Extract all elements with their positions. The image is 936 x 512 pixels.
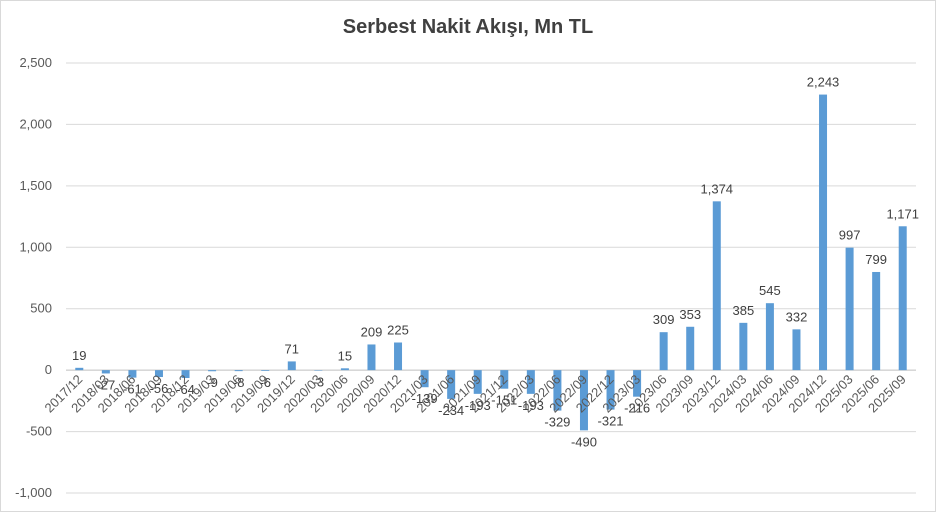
- data-label: -234: [438, 403, 464, 418]
- data-label: 15: [338, 348, 352, 363]
- bar: [314, 370, 323, 371]
- y-tick-label: 0: [45, 362, 52, 377]
- data-label: 309: [653, 312, 675, 327]
- data-label: -139: [412, 391, 438, 406]
- y-tick-label: 1,000: [19, 239, 52, 254]
- y-tick-label: 1,500: [19, 178, 52, 193]
- y-tick-label: -1,000: [15, 485, 52, 500]
- data-label: 209: [361, 324, 383, 339]
- y-axis-ticks: -1,000 -500 0 500 1,000 1,500 2,000 2,500: [15, 55, 52, 500]
- bar: [101, 370, 110, 374]
- bar: [154, 370, 163, 378]
- data-label: -64: [176, 382, 195, 397]
- data-label: 332: [786, 309, 808, 324]
- data-label: -193: [465, 398, 491, 413]
- bar: [447, 370, 456, 399]
- bar: [606, 370, 615, 410]
- data-label: -151: [491, 393, 517, 408]
- data-label: -56: [150, 381, 169, 396]
- y-tick-label: 2,500: [19, 55, 52, 70]
- data-label: 225: [387, 323, 409, 338]
- bar: [845, 247, 854, 371]
- data-label: -9: [206, 375, 218, 390]
- bar: [128, 370, 137, 378]
- data-label: 2,243: [807, 75, 840, 90]
- data-label: 1,171: [886, 206, 919, 221]
- bar: [420, 370, 429, 388]
- data-label: -27: [96, 377, 115, 392]
- bar: [234, 370, 243, 372]
- bar: [765, 303, 774, 371]
- data-label: 545: [759, 283, 781, 298]
- bar: [792, 329, 801, 371]
- data-label: -216: [624, 401, 650, 416]
- bar: [553, 370, 562, 411]
- bar: [712, 201, 721, 371]
- bar: [898, 226, 907, 371]
- data-label: 19: [72, 348, 86, 363]
- bar: [394, 342, 403, 371]
- data-labels: 19 -27 -61 -56 -64 -9 -8 -6 71 -3 15 209 225 -139-234…: [72, 75, 919, 450]
- bar: [739, 322, 748, 371]
- data-label: -8: [233, 375, 245, 390]
- bar: [500, 370, 509, 389]
- bar: [75, 367, 84, 371]
- data-label: -490: [571, 434, 597, 449]
- data-label: 799: [865, 252, 887, 267]
- bar: [872, 271, 881, 371]
- y-tick-label: -500: [26, 424, 52, 439]
- bar: [473, 370, 482, 394]
- bar: [181, 370, 190, 379]
- gridlines: [66, 62, 916, 494]
- data-label: -329: [544, 415, 570, 430]
- data-label: -3: [313, 375, 325, 390]
- bar: [208, 370, 217, 372]
- y-tick-label: 2,000: [19, 116, 52, 131]
- data-label: 1,374: [701, 181, 734, 196]
- data-label: 385: [732, 303, 754, 318]
- bar: [367, 344, 376, 371]
- bar: [340, 368, 349, 371]
- data-label: 353: [679, 307, 701, 322]
- bar: [287, 361, 296, 371]
- chart-title: Serbest Nakit Akışı, Mn TL: [342, 16, 594, 38]
- bar: [633, 370, 642, 397]
- data-label: -61: [123, 382, 142, 397]
- data-label: 71: [285, 341, 299, 356]
- bars: [75, 94, 907, 431]
- bar: [686, 326, 695, 371]
- data-label: 997: [839, 228, 861, 243]
- bar: [579, 370, 588, 431]
- bar: [659, 332, 668, 371]
- bar: [261, 370, 270, 371]
- data-label: -6: [259, 375, 271, 390]
- data-label: -321: [598, 414, 624, 429]
- bar: [526, 370, 535, 394]
- data-label: -193: [518, 398, 544, 413]
- y-tick-label: 500: [30, 301, 52, 316]
- bar: [819, 94, 828, 371]
